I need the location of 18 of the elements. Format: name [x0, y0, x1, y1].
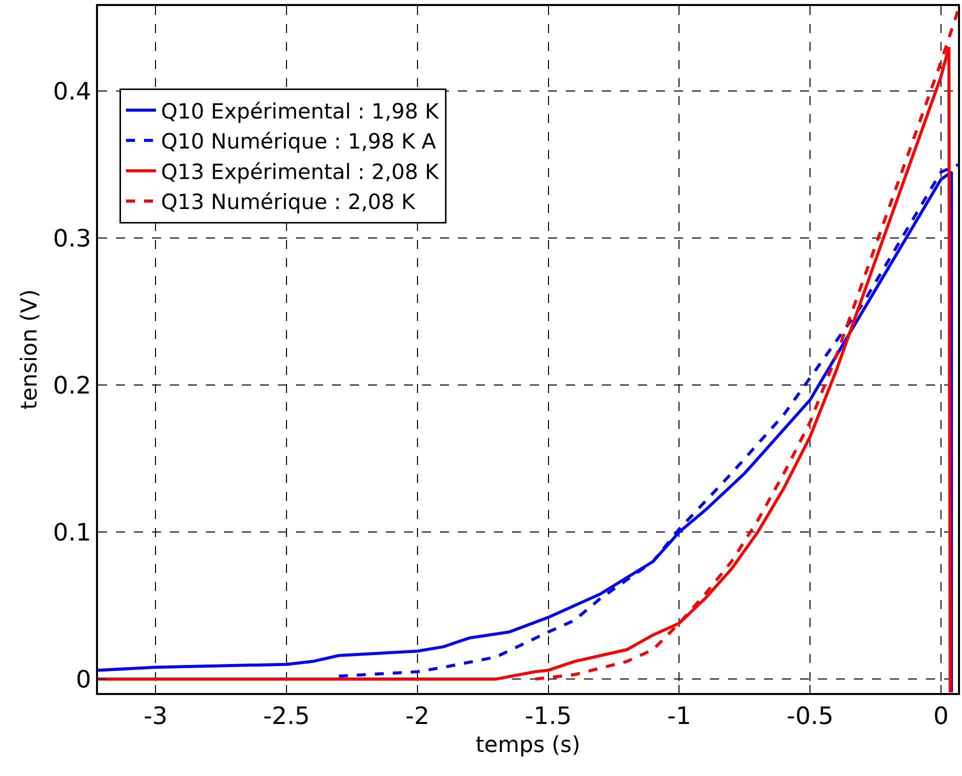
x-axis-title: temps (s): [476, 733, 580, 758]
legend-label: Q13 Expérimental : 2,08 K: [161, 160, 440, 184]
x-tick-label: -3: [144, 702, 168, 730]
x-tick-label: 0: [933, 702, 949, 730]
y-tick-label: 0.1: [53, 518, 92, 546]
y-axis-title: tension (V): [17, 289, 42, 410]
legend-label: Q13 Numérique : 2,08 K: [161, 190, 416, 214]
legend-label: Q10 Expérimental : 1,98 K: [161, 99, 440, 124]
x-tick-label: -1: [667, 702, 692, 730]
x-tick-label: -2.5: [263, 702, 310, 730]
x-tick-label: -0.5: [786, 702, 834, 730]
y-tick-label: 0.2: [53, 372, 92, 400]
y-tick-label: 0.4: [53, 78, 92, 106]
x-tick-label: -2: [405, 702, 430, 730]
legend-label: Q10 Numérique : 1,98 K A: [161, 130, 437, 154]
x-tick-label: -1.5: [524, 702, 572, 730]
y-tick-label: 0.3: [53, 224, 92, 253]
y-tick-label: 0: [76, 665, 92, 694]
